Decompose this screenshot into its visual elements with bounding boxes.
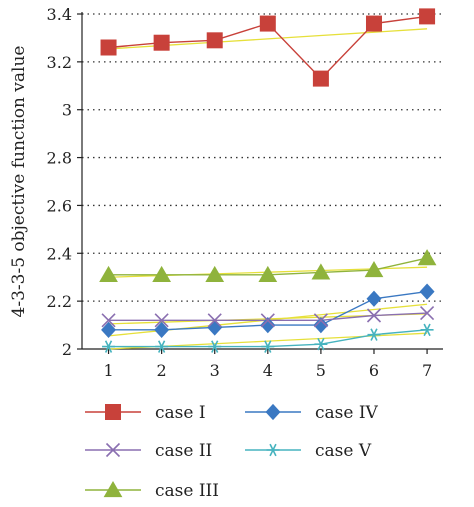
legend-item-case-III: case III — [85, 481, 219, 501]
y-tick-label: 3.2 — [47, 53, 72, 72]
legend-marker — [103, 481, 123, 498]
data-point — [259, 15, 276, 32]
legend-label: case III — [155, 481, 219, 501]
legend-label: case II — [155, 441, 212, 461]
data-point — [101, 321, 117, 338]
data-point — [260, 316, 276, 334]
y-tick-label: 2.4 — [47, 244, 72, 263]
data-point — [205, 265, 225, 282]
legend-item-case-I: case I — [85, 403, 206, 423]
grid-lines — [82, 13, 443, 302]
data-point — [419, 283, 435, 300]
data-point — [261, 340, 275, 353]
x-tick-label: 3 — [210, 361, 220, 380]
y-tick-label: 3 — [62, 101, 72, 120]
data-point — [419, 8, 436, 25]
legend-marker — [265, 403, 281, 421]
data-point — [207, 319, 223, 336]
legend-marker — [105, 404, 121, 420]
legend: case I case IV case II case V case III — [85, 403, 379, 501]
y-tick-labels: 2 2.2 2.4 2.6 2.8 3 3.2 3.4 — [47, 5, 72, 359]
data-point — [100, 39, 117, 56]
data-point — [313, 313, 328, 328]
x-tick-label: 7 — [422, 361, 432, 380]
data-markers — [99, 8, 437, 353]
x-tick-label: 5 — [316, 361, 326, 380]
data-point — [364, 261, 384, 278]
data-point — [365, 15, 382, 32]
data-point — [312, 70, 329, 87]
data-point — [417, 249, 437, 266]
x-tick-label: 2 — [157, 361, 167, 380]
data-point — [207, 313, 222, 328]
data-point — [420, 306, 435, 321]
legend-item-case-IV: case IV — [245, 403, 379, 423]
y-tick-label: 3.4 — [47, 5, 72, 24]
y-tick-label: 2.2 — [47, 292, 72, 311]
legend-marker — [105, 442, 121, 458]
data-point — [155, 340, 169, 353]
data-point — [366, 290, 382, 307]
legend-marker — [266, 443, 280, 457]
x-tick-label: 6 — [369, 361, 379, 380]
data-point — [99, 265, 118, 282]
data-point — [153, 34, 170, 51]
y-tick-label: 2 — [62, 340, 72, 359]
y-axis-label: 4-3-3-5 objective function value — [9, 46, 29, 318]
x-tick-label: 4 — [263, 361, 273, 380]
legend-label: case IV — [315, 403, 379, 423]
data-point — [313, 316, 329, 334]
legend-item-case-V: case V — [245, 441, 372, 461]
y-tick-label: 2.8 — [47, 149, 72, 168]
data-point — [101, 313, 116, 328]
data-point — [154, 313, 169, 328]
data-point — [102, 340, 116, 353]
data-point — [258, 265, 278, 282]
axes — [77, 12, 443, 354]
data-point — [154, 321, 170, 338]
data-point — [152, 265, 172, 282]
data-point — [260, 313, 275, 328]
x-tick-labels: 1 2 3 4 5 6 7 — [103, 361, 432, 380]
data-point — [420, 323, 434, 337]
data-point — [208, 340, 222, 353]
legend-label: case I — [155, 403, 206, 423]
data-point — [206, 32, 223, 49]
x-tick-label: 1 — [103, 361, 113, 380]
y-tick-label: 2.6 — [47, 196, 72, 215]
legend-item-case-II: case II — [85, 441, 212, 461]
data-point — [314, 338, 328, 351]
data-point — [366, 308, 382, 323]
data-point — [367, 328, 381, 341]
data-point — [311, 263, 331, 280]
legend-label: case V — [315, 441, 372, 461]
